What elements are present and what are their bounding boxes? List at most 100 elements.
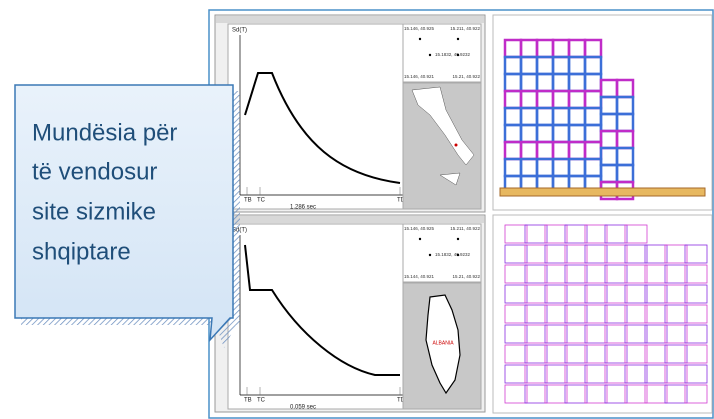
wire-cell <box>564 284 588 304</box>
wire-cell <box>604 264 628 284</box>
wire-cell <box>684 264 708 284</box>
title-bar <box>216 216 484 223</box>
wire-cell <box>584 224 608 244</box>
callout-line: të vendosur <box>32 158 157 185</box>
title-bar <box>216 16 484 23</box>
plot-area <box>227 23 404 210</box>
wire-cell <box>584 344 608 364</box>
wire-cell <box>584 264 608 284</box>
wire-cell <box>684 244 708 264</box>
site-dot <box>418 237 422 241</box>
wire-cell <box>504 324 528 344</box>
wire-cell <box>644 304 668 324</box>
coord-label: 15.144, 40.921 <box>404 274 435 279</box>
plot-area <box>227 223 404 410</box>
wire-cell <box>664 304 688 324</box>
wire-cell <box>664 384 688 404</box>
period-label: TC <box>257 198 266 204</box>
wire-cell <box>644 364 668 384</box>
wire-cell <box>524 224 548 244</box>
callout-box <box>14 84 234 343</box>
spectrum-curve <box>244 244 400 376</box>
wire-cell <box>664 344 688 364</box>
wire-cell <box>524 304 548 324</box>
period-value: 0.059 sec <box>290 405 316 411</box>
wire-cell <box>604 224 628 244</box>
wire-cell <box>504 364 528 384</box>
wire-cell <box>664 364 688 384</box>
coord-label: 15.211, 40.922 <box>450 226 480 231</box>
wire-cell <box>664 284 688 304</box>
wire-cell <box>624 284 648 304</box>
map-label: ALBANIA <box>432 340 454 346</box>
wire-cell <box>604 284 628 304</box>
map-italy <box>411 86 475 186</box>
wire-cell <box>584 324 608 344</box>
wire-cell <box>624 364 648 384</box>
wire-cell <box>624 384 648 404</box>
wire-cell <box>564 344 588 364</box>
wire-cell <box>584 284 608 304</box>
wire-cell <box>684 304 708 324</box>
wire-cell <box>644 324 668 344</box>
wire-cell <box>604 344 628 364</box>
building-wire <box>504 224 708 404</box>
wire-cell <box>644 284 668 304</box>
wire-cell <box>624 264 648 284</box>
wire-cell <box>624 324 648 344</box>
wire-cell <box>524 344 548 364</box>
wire-cell <box>624 344 648 364</box>
wire-cell <box>604 324 628 344</box>
wire-cell <box>524 324 548 344</box>
site-dot <box>456 237 460 241</box>
coord-label: 15.21, 40.922 <box>452 274 480 279</box>
wire-cell <box>664 324 688 344</box>
wire-cell <box>544 324 568 344</box>
wire-cell <box>524 384 548 404</box>
building-wireframe <box>492 214 713 414</box>
wire-cell <box>564 364 588 384</box>
site-dot <box>456 37 460 41</box>
wire-cell <box>684 344 708 364</box>
coord-box <box>402 223 482 283</box>
callout-line: Mundësia për <box>32 119 177 146</box>
wire-cell <box>664 244 688 264</box>
wire-cell <box>504 344 528 364</box>
wire-cell <box>644 244 668 264</box>
coord-label: 15.146, 40.921 <box>404 74 435 79</box>
coord-label: 15.146, 40.925 <box>404 26 435 31</box>
wire-cell <box>584 384 608 404</box>
period-label: TD <box>397 398 406 404</box>
coord-label: 15.211, 40.922 <box>450 26 480 31</box>
wire-cell <box>564 244 588 264</box>
wire-cell <box>544 384 568 404</box>
wire-cell <box>524 244 548 264</box>
coord-box <box>402 23 482 83</box>
site-dot <box>456 253 460 257</box>
wire-cell <box>644 264 668 284</box>
coord-label: 15.146, 40.925 <box>404 226 435 231</box>
wire-cell <box>544 224 568 244</box>
wire-cell <box>524 364 548 384</box>
wire-cell <box>544 244 568 264</box>
wire-cell <box>564 264 588 284</box>
wire-cell <box>664 264 688 284</box>
wire-cell <box>604 364 628 384</box>
wire-cell <box>644 384 668 404</box>
coord-label: 15.21, 40.922 <box>452 74 480 79</box>
wire-cell <box>544 344 568 364</box>
period-label: TB <box>244 198 252 204</box>
wire-cell <box>504 224 528 244</box>
coord-label: 15.1832, 40.9232 <box>435 52 471 57</box>
callout-line: site sizmike <box>32 198 156 225</box>
wire-cell <box>564 324 588 344</box>
wire-cell <box>624 304 648 324</box>
base <box>499 187 706 197</box>
wire-cell <box>544 284 568 304</box>
wire-cell <box>504 384 528 404</box>
spectrum-curve <box>244 72 401 184</box>
site-dot <box>418 37 422 41</box>
